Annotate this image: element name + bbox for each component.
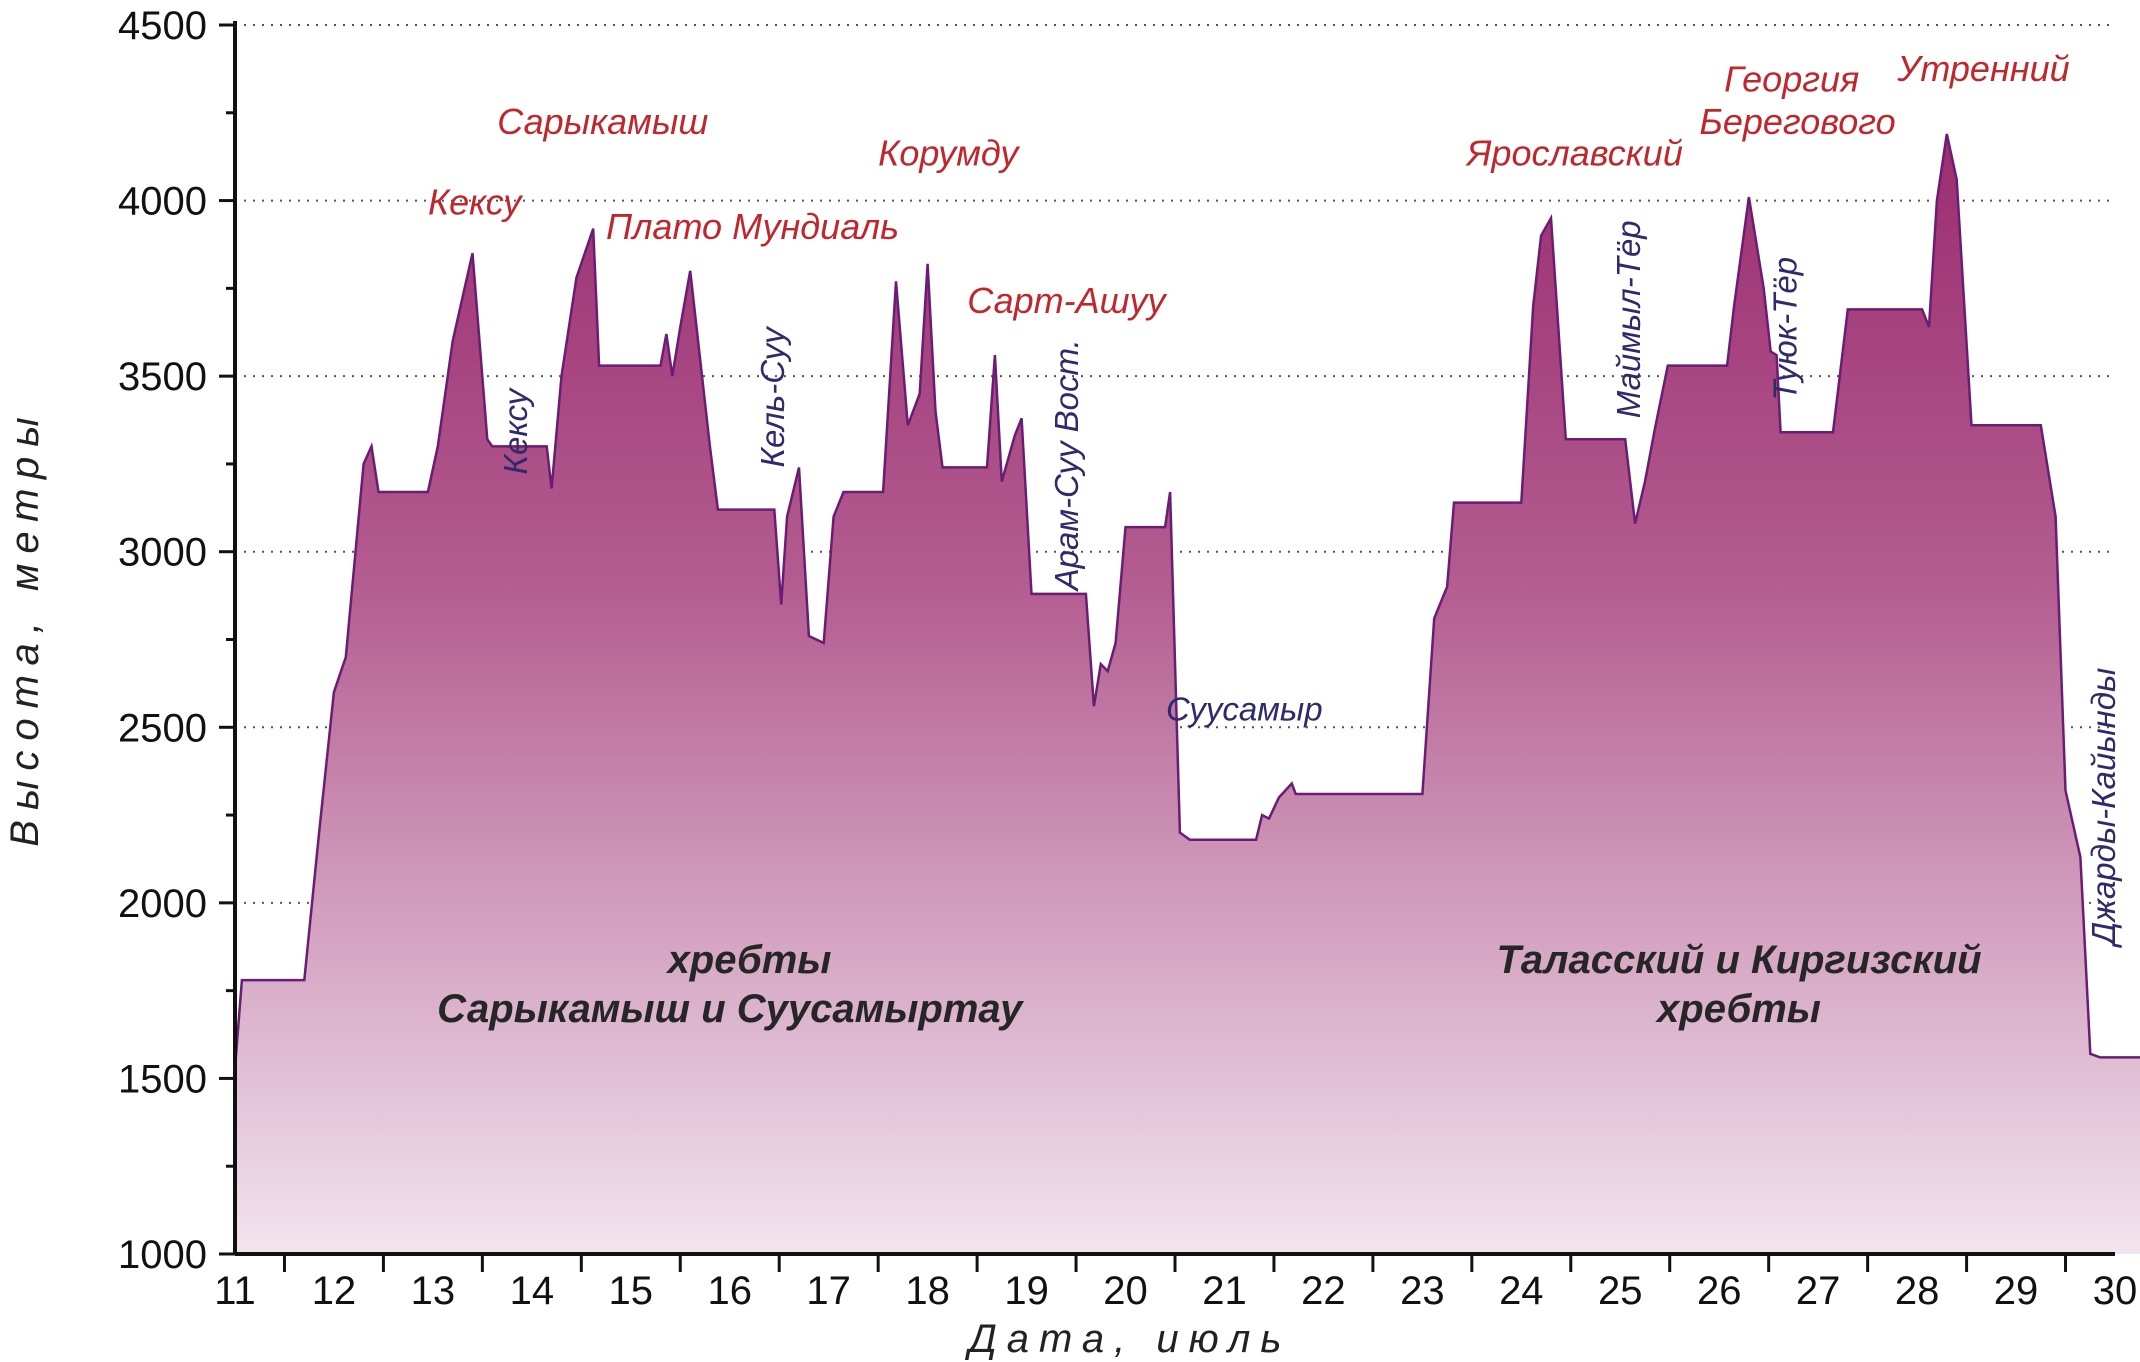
x-tick-label: 20: [1103, 1269, 1148, 1313]
x-tick-label: 13: [411, 1269, 456, 1313]
x-tick-label: 26: [1697, 1269, 1742, 1313]
y-tick-label: 2500: [118, 706, 207, 750]
region-label: Таласский и Киргизский: [1496, 938, 1981, 982]
pass-label: Берегового: [1699, 101, 1895, 142]
axes: 1000 1500 2000 2500 3000 3500 4000 4500 11 12 13 14…: [118, 4, 2137, 1313]
x-tick-label: 24: [1499, 1269, 1544, 1313]
y-axis-title: Высота, метры: [3, 407, 47, 846]
y-tick-label: 3000: [118, 531, 207, 575]
x-axis-title: Дата, июль: [965, 1317, 1292, 1361]
elevation-line: [233, 133, 2140, 1068]
valley-label: Маймыл-Тёр: [1610, 220, 1647, 418]
region-label: хребты: [1655, 987, 1821, 1031]
x-tick-label: 28: [1895, 1269, 1940, 1313]
valley-label: Туюк-Тёр: [1766, 257, 1803, 401]
y-tick-label: 2000: [118, 882, 207, 926]
valley-label: Кексу: [497, 386, 534, 474]
valley-label: Арам-Суу Вост.: [1048, 339, 1085, 592]
x-tick-label: 12: [312, 1269, 357, 1313]
annotations: Кексу Сарыкамыш Плато Мундиаль Корумду Сарт-…: [428, 48, 2122, 1031]
y-tick-label: 4000: [118, 180, 207, 224]
pass-label: Кексу: [428, 182, 523, 223]
pass-label: Корумду: [878, 132, 1020, 173]
region-label: хребты: [666, 938, 832, 982]
x-tick-label: 11: [214, 1269, 256, 1313]
pass-label: Сарыкамыш: [497, 101, 708, 142]
pass-label: Сарт-Ашуу: [967, 280, 1167, 321]
x-tick-label: 23: [1400, 1269, 1445, 1313]
x-tick-label: 19: [1004, 1269, 1049, 1313]
valley-label: Суусамыр: [1166, 690, 1323, 727]
x-tick-label: 21: [1202, 1269, 1247, 1313]
x-tick-label: 22: [1301, 1269, 1346, 1313]
x-tick-label: 14: [510, 1269, 555, 1313]
x-tick-label: 30: [2093, 1269, 2138, 1313]
pass-label: Ярославский: [1465, 132, 1683, 173]
valley-label: Джарды-Кайынды: [2085, 668, 2122, 949]
region-label: Сарыкамыш и Суусамыртау: [437, 987, 1024, 1031]
pass-label: Плато Мундиаль: [606, 206, 899, 247]
elevation-area: [235, 133, 2140, 1254]
x-tick-label: 25: [1598, 1269, 1643, 1313]
x-tick-label: 27: [1796, 1269, 1841, 1313]
y-tick-label: 4500: [118, 4, 207, 48]
valley-label: Кель-Суу: [754, 325, 791, 468]
pass-label: Георгия: [1724, 59, 1859, 100]
x-tick-label: 16: [707, 1269, 752, 1313]
x-tick-label: 29: [1994, 1269, 2039, 1313]
y-tick-label: 3500: [118, 355, 207, 399]
y-tick-label: 1000: [118, 1233, 207, 1277]
x-tick-label: 15: [609, 1269, 654, 1313]
x-tick-label: 17: [806, 1269, 851, 1313]
y-tick-label: 1500: [118, 1057, 207, 1101]
x-tick-label: 18: [905, 1269, 950, 1313]
pass-label: Утренний: [1896, 48, 2069, 89]
